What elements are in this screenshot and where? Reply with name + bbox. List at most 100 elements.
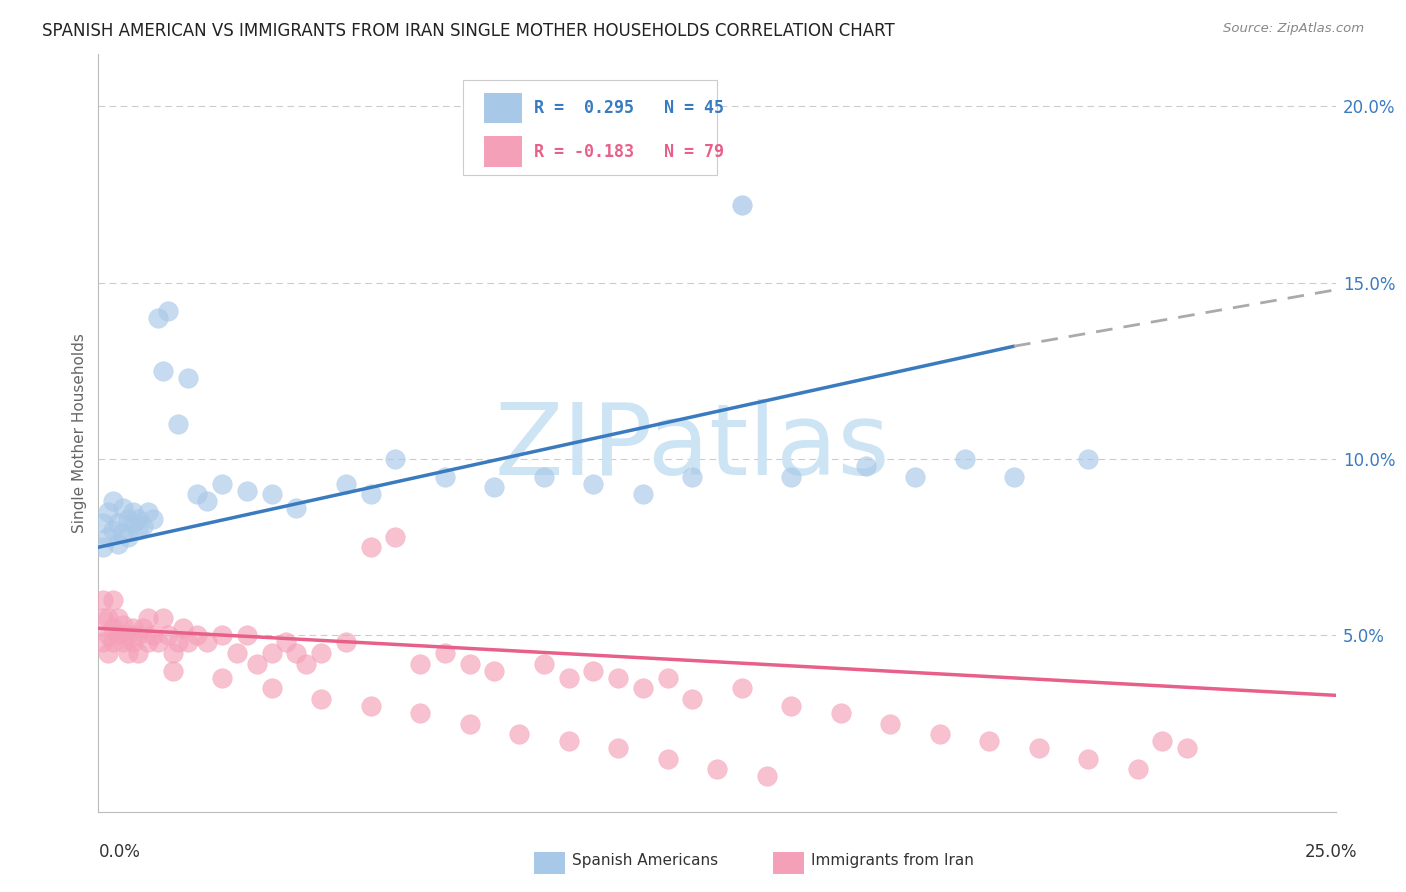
Point: [1126, 763, 1149, 777]
Point: [236, 483, 259, 498]
Point: [731, 681, 754, 696]
Point: [657, 752, 679, 766]
Point: [582, 664, 605, 678]
Point: [93, 635, 115, 649]
Point: [1077, 752, 1099, 766]
Point: [152, 364, 174, 378]
Point: [103, 621, 125, 635]
Point: [384, 530, 406, 544]
Point: [93, 540, 115, 554]
Point: [246, 657, 269, 671]
Point: [122, 621, 145, 635]
Point: [1077, 452, 1099, 467]
Point: [122, 505, 145, 519]
FancyBboxPatch shape: [485, 136, 522, 167]
FancyBboxPatch shape: [485, 93, 522, 123]
Point: [211, 476, 233, 491]
Point: [127, 512, 149, 526]
Point: [211, 628, 233, 642]
Point: [285, 646, 308, 660]
Point: [146, 635, 169, 649]
Text: ZIPatlas: ZIPatlas: [495, 400, 890, 496]
Point: [176, 635, 198, 649]
Point: [360, 698, 382, 713]
Point: [260, 681, 283, 696]
Point: [103, 523, 125, 537]
Text: 25.0%: 25.0%: [1305, 843, 1357, 861]
Point: [162, 664, 184, 678]
Point: [731, 198, 754, 212]
Text: SPANISH AMERICAN VS IMMIGRANTS FROM IRAN SINGLE MOTHER HOUSEHOLDS CORRELATION CH: SPANISH AMERICAN VS IMMIGRANTS FROM IRAN…: [42, 22, 896, 40]
Point: [755, 769, 778, 783]
Point: [93, 611, 115, 625]
Point: [176, 371, 198, 385]
Point: [107, 628, 129, 642]
Point: [1002, 469, 1025, 483]
Point: [557, 671, 579, 685]
Point: [112, 501, 135, 516]
Point: [607, 671, 630, 685]
Point: [93, 516, 115, 530]
Point: [127, 523, 149, 537]
Point: [97, 611, 120, 625]
Point: [117, 646, 139, 660]
Text: 0.0%: 0.0%: [98, 843, 141, 861]
Point: [97, 530, 120, 544]
Point: [607, 741, 630, 756]
Point: [979, 734, 1001, 748]
Point: [533, 657, 555, 671]
Point: [166, 635, 188, 649]
Point: [136, 611, 159, 625]
Point: [384, 452, 406, 467]
Point: [117, 530, 139, 544]
Point: [657, 671, 679, 685]
Point: [195, 635, 218, 649]
Point: [780, 469, 803, 483]
Point: [582, 476, 605, 491]
Point: [879, 716, 901, 731]
Point: [103, 494, 125, 508]
Point: [195, 494, 218, 508]
Point: [260, 487, 283, 501]
Point: [1028, 741, 1050, 756]
Point: [533, 469, 555, 483]
Point: [433, 469, 456, 483]
Point: [681, 469, 703, 483]
Point: [107, 537, 129, 551]
Point: [97, 646, 120, 660]
Point: [172, 621, 194, 635]
Point: [631, 681, 654, 696]
Point: [335, 635, 357, 649]
Point: [309, 691, 332, 706]
Point: [236, 628, 259, 642]
FancyBboxPatch shape: [464, 80, 717, 175]
Point: [162, 646, 184, 660]
Point: [127, 646, 149, 660]
Point: [953, 452, 976, 467]
Point: [136, 505, 159, 519]
Point: [285, 501, 308, 516]
Point: [830, 706, 852, 720]
Point: [335, 476, 357, 491]
Point: [117, 512, 139, 526]
Point: [276, 635, 298, 649]
Point: [484, 480, 506, 494]
Point: [107, 611, 129, 625]
Point: [855, 459, 877, 474]
Point: [458, 657, 481, 671]
Point: [142, 628, 165, 642]
Point: [112, 526, 135, 541]
Point: [136, 635, 159, 649]
Point: [409, 657, 432, 671]
Point: [508, 727, 530, 741]
Point: [706, 763, 728, 777]
Point: [1152, 734, 1174, 748]
Point: [928, 727, 950, 741]
Point: [360, 540, 382, 554]
Point: [122, 516, 145, 530]
Point: [360, 487, 382, 501]
Point: [112, 617, 135, 632]
Point: [260, 646, 283, 660]
Point: [226, 646, 249, 660]
Point: [904, 469, 927, 483]
